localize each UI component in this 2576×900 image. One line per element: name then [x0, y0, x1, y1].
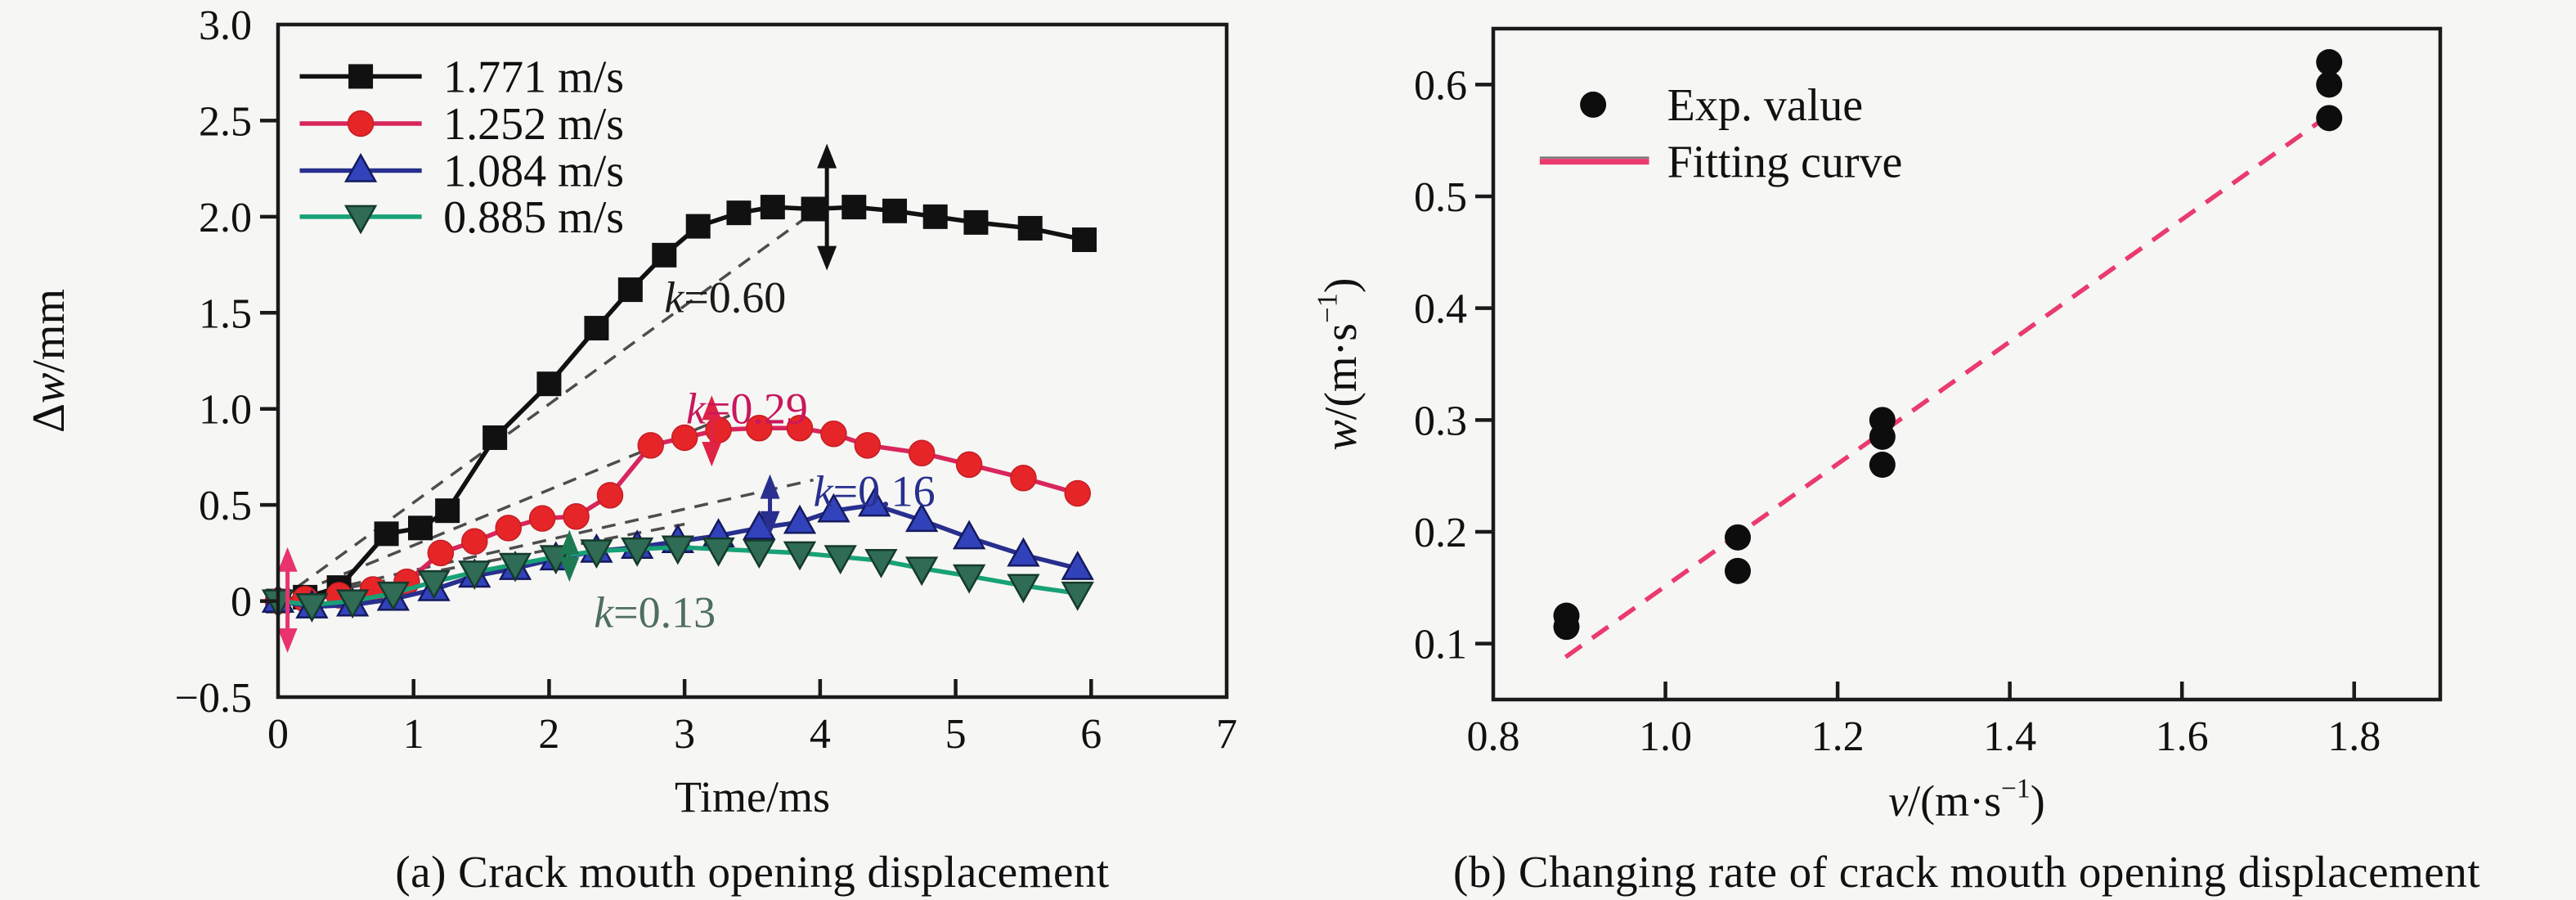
x-tick-label: 1: [403, 711, 424, 758]
y-tick-label: −0.5: [175, 675, 252, 722]
svg-text:k=0.60: k=0.60: [664, 272, 786, 322]
exp-points: [1553, 49, 2343, 641]
y-tick-label: 0: [231, 579, 252, 626]
x-tick-label: 0: [267, 711, 289, 758]
y-tick-label: 0.1: [1414, 622, 1467, 668]
y-tick-label: 2.5: [199, 98, 252, 145]
x-tick-label: 5: [945, 711, 967, 758]
axis-ticks: [260, 119, 1093, 697]
rate-chart-svg: 0.8 1.0 1.2 1.4 1.6 1.8 0.1 0.2 0.3 0.4 0.5 0.6 v/(m…: [1311, 26, 2443, 826]
x-tick-label: 1.8: [2327, 713, 2381, 760]
tick-labels: 0.8 1.0 1.2 1.4 1.6 1.8 0.1 0.2 0.3 0.4 0.5 0.6: [1414, 62, 2381, 760]
tick-labels: 0 1 2 3 4 5 6 7 −0.5 0 0.5 1.0 1.5 2.0 2.5 3.0: [175, 2, 1237, 758]
legend: 1.771 m/s1.252 m/s1.084 m/s0.885 m/s: [299, 52, 624, 243]
axis-titles: Time/ms Δw/mm: [24, 289, 830, 821]
axis-titles: v/(m·s−1) w/(m·s−1): [1311, 277, 2044, 826]
svg-text:Time/ms: Time/ms: [675, 772, 830, 821]
y-tick-label: 0.3: [1414, 398, 1467, 444]
y-tick-label: 0.5: [199, 483, 252, 529]
y-tick-label: 1.0: [199, 387, 252, 434]
y-tick-label: 3.0: [199, 2, 252, 49]
fitting-curve: [1564, 110, 2335, 659]
x-tick-label: 3: [674, 711, 695, 758]
legend-label: 1.771 m/s: [443, 52, 624, 102]
svg-text:k=0.13: k=0.13: [594, 588, 716, 637]
x-tick-label: 6: [1080, 711, 1102, 758]
x-tick-label: 1.4: [1983, 713, 2036, 760]
y-tick-label: 2.0: [199, 195, 252, 241]
x-tick-label: 2: [538, 711, 559, 758]
y-tick-label: 0.4: [1414, 286, 1467, 333]
legend: Exp. value Fitting curve: [1539, 80, 1903, 188]
range-arrows: [277, 143, 837, 653]
svg-text:w/(m·s−1): w/(m·s−1): [1311, 277, 1367, 450]
axis-ticks: [1475, 83, 2356, 700]
y-tick-label: 0.5: [1414, 174, 1467, 221]
svg-text:k=0.16: k=0.16: [814, 467, 936, 516]
cmod-chart-svg: k=0.60 k=0.29k=0.16 k=0.13 0 1 2 3 4 5 6 7 −0.5 0 0.5…: [24, 2, 1237, 821]
legend-label: Fitting curve: [1667, 137, 1903, 188]
caption-cmod: (a) Crack mouth opening displacement: [395, 847, 1110, 897]
legend-label: Exp. value: [1667, 80, 1863, 131]
y-tick-label: 0.6: [1414, 62, 1467, 109]
slope-annotations: k=0.60 k=0.29k=0.16 k=0.13: [594, 272, 935, 637]
caption-rate: (b) Changing rate of crack mouth opening…: [1453, 847, 2480, 897]
x-tick-label: 4: [810, 711, 831, 758]
legend-label: 1.252 m/s: [443, 99, 624, 150]
axes: 0.8 1.0 1.2 1.4 1.6 1.8 0.1 0.2 0.3 0.4 0.5 0.6: [1414, 26, 2443, 760]
x-tick-label: 1.6: [2156, 713, 2209, 760]
legend-label: 0.885 m/s: [443, 192, 624, 243]
svg-text:k=0.29: k=0.29: [686, 385, 808, 434]
axes: 0 1 2 3 4 5 6 7 −0.5 0 0.5 1.0 1.5 2.0 2.5 3.0: [175, 2, 1237, 758]
y-tick-label: 1.5: [199, 290, 252, 337]
legend-label: 1.084 m/s: [443, 146, 624, 196]
series-0.885: [261, 535, 1094, 623]
svg-text:Δw/mm: Δw/mm: [24, 289, 74, 433]
x-tick-label: 0.8: [1467, 713, 1520, 760]
x-tick-label: 1.2: [1811, 713, 1865, 760]
x-tick-label: 1.0: [1639, 713, 1692, 760]
x-tick-label: 7: [1216, 711, 1237, 758]
svg-text:v/(m·s−1): v/(m·s−1): [1888, 773, 2045, 826]
y-tick-label: 0.2: [1414, 510, 1467, 556]
